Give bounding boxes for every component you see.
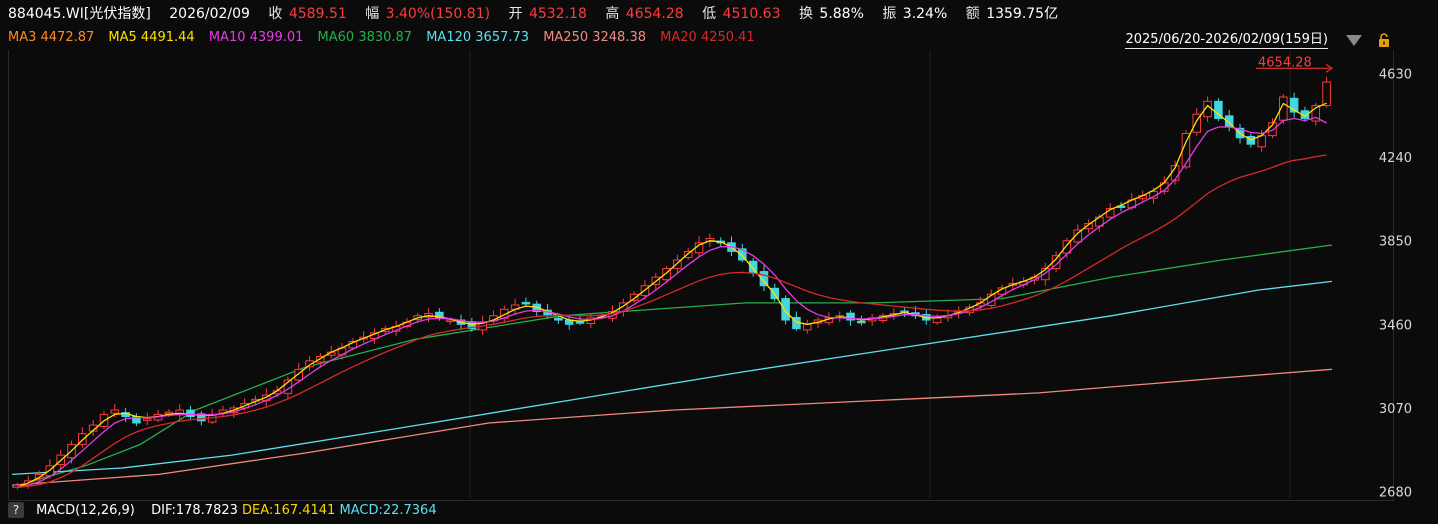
ma-legend-item: MA60 3830.87 bbox=[317, 30, 413, 45]
ma-legend-item: MA250 3248.38 bbox=[543, 30, 647, 45]
candle-body bbox=[186, 409, 195, 418]
y-tick-label: 3460 bbox=[1379, 318, 1412, 333]
ma-line-ma20 bbox=[17, 154, 1327, 488]
dea-value: DEA:167.4141 bbox=[242, 503, 336, 518]
candle-body bbox=[164, 411, 174, 415]
change-label: 幅 bbox=[365, 6, 380, 22]
low-value: 4510.63 bbox=[722, 6, 781, 22]
chart-frame bbox=[8, 50, 1394, 501]
quote-date: 2026/02/09 bbox=[169, 6, 250, 22]
lock-icon[interactable] bbox=[1377, 33, 1391, 47]
high-marker-label: 4654.28 bbox=[1258, 55, 1312, 70]
candle-body bbox=[1073, 229, 1083, 243]
macd-params: MACD(12,26,9) bbox=[36, 503, 135, 518]
amount-label: 额 bbox=[965, 6, 980, 22]
amplitude-label: 振 bbox=[882, 6, 897, 22]
y-tick-label: 4240 bbox=[1379, 151, 1412, 166]
candle-body bbox=[1311, 105, 1321, 122]
ma-line-ma250 bbox=[11, 368, 1333, 486]
candle-body bbox=[857, 320, 866, 324]
ma-line-ma120 bbox=[11, 280, 1333, 476]
dropdown-triangle-icon[interactable] bbox=[1346, 35, 1362, 46]
candle-body bbox=[142, 418, 152, 421]
candle-body bbox=[802, 323, 812, 331]
candle-body bbox=[521, 301, 531, 305]
open-label: 开 bbox=[508, 6, 523, 22]
candle-body bbox=[78, 433, 87, 445]
candle-body bbox=[608, 310, 617, 319]
ma-legend-item: MA5 4491.44 bbox=[108, 30, 195, 45]
ma-line-ma5 bbox=[17, 102, 1327, 488]
candle-body bbox=[1289, 97, 1299, 113]
close-label: 收 bbox=[268, 6, 283, 22]
quote-header: 884045.WI[光伏指数] 2026/02/09 收 4589.51 幅 3… bbox=[8, 4, 1060, 24]
open-value: 4532.18 bbox=[528, 6, 587, 22]
date-range-selector[interactable]: 2025/06/20-2026/02/09(159日) bbox=[1125, 32, 1328, 49]
index-code: 884045.WI[光伏指数] bbox=[8, 6, 151, 22]
ma-legend-item: MA20 4250.41 bbox=[660, 30, 755, 45]
low-label: 低 bbox=[702, 6, 717, 22]
turnover-label: 换 bbox=[798, 6, 813, 22]
candle-body bbox=[1214, 100, 1223, 119]
y-tick-label: 4630 bbox=[1379, 67, 1412, 82]
amplitude-value: 3.24% bbox=[902, 6, 948, 22]
candle-body bbox=[1084, 223, 1093, 230]
candle-body bbox=[554, 317, 563, 321]
y-tick-label: 2680 bbox=[1379, 486, 1412, 501]
candle-body bbox=[781, 298, 790, 321]
candle-body bbox=[110, 409, 120, 414]
change-value: 3.40%(150.81) bbox=[385, 6, 491, 22]
candle-body bbox=[759, 271, 769, 287]
candle-body bbox=[197, 413, 206, 422]
candle-body bbox=[1181, 132, 1191, 168]
candle-body bbox=[662, 268, 671, 281]
close-value: 4589.51 bbox=[288, 6, 347, 22]
high-value: 4654.28 bbox=[625, 6, 684, 22]
high-marker-arrow-icon bbox=[1325, 63, 1333, 73]
ma-legend-item: MA10 4399.01 bbox=[208, 30, 304, 45]
help-icon[interactable]: ? bbox=[8, 502, 24, 518]
candle-body bbox=[932, 317, 942, 324]
macd-footer: ? MACD(12,26,9) DIF:178.7823 DEA:167.414… bbox=[8, 501, 437, 521]
y-tick-label: 3070 bbox=[1379, 402, 1412, 417]
candle-body bbox=[846, 312, 855, 321]
ma-line-ma10 bbox=[17, 116, 1327, 488]
candle-body bbox=[294, 368, 304, 381]
candle-body bbox=[305, 360, 314, 368]
candle-body bbox=[738, 248, 747, 261]
dif-value: DIF:178.7823 bbox=[151, 503, 238, 518]
candle-body bbox=[629, 293, 639, 301]
high-label: 高 bbox=[605, 6, 620, 22]
macd-value: MACD:22.7364 bbox=[339, 503, 437, 518]
ma-line-ma60 bbox=[11, 244, 1333, 488]
candle-body bbox=[575, 321, 585, 324]
candle-body bbox=[673, 259, 682, 270]
turnover-value: 5.88% bbox=[819, 6, 864, 22]
ma-legend: MA3 4472.87 MA5 4491.44 MA10 4399.01 MA6… bbox=[8, 29, 765, 47]
candle-body bbox=[1192, 113, 1202, 133]
y-tick-label: 3850 bbox=[1379, 235, 1412, 250]
candle-body bbox=[1040, 268, 1050, 281]
amount-value: 1359.75亿 bbox=[986, 6, 1059, 22]
ma-legend-item: MA120 3657.73 bbox=[426, 30, 530, 45]
candle-body bbox=[1322, 81, 1331, 107]
ma-legend-item: MA3 4472.87 bbox=[8, 30, 95, 45]
